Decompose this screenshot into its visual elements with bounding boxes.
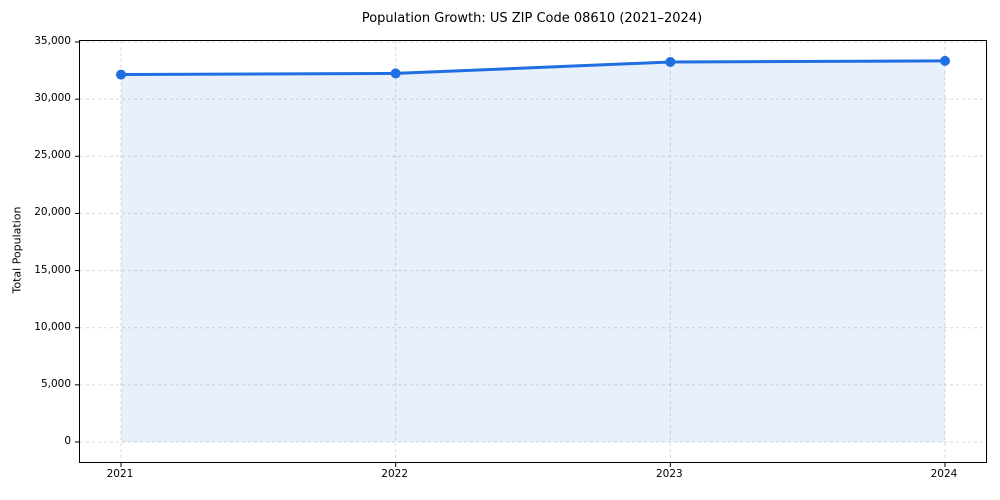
y-tick-label: 10,000 (34, 320, 71, 333)
data-point-marker (390, 68, 401, 79)
series-line (119, 59, 947, 77)
data-point-marker (665, 57, 676, 67)
x-tick-label: 2023 (655, 468, 683, 480)
x-tick-label: 2024 (930, 468, 958, 480)
data-point-marker (940, 55, 950, 66)
y-tick-label: 35,000 (34, 35, 71, 47)
x-tick-label: 2021 (106, 468, 134, 480)
y-tick-label: 15,000 (34, 263, 71, 276)
x-tick-label: 2022 (381, 468, 409, 480)
plot-svg (75, 41, 986, 467)
area-fill (121, 60, 945, 442)
y-tick-label: 30,000 (34, 92, 71, 105)
y-tick-label: 5,000 (40, 377, 71, 390)
data-point-marker (116, 69, 126, 80)
plot-area (75, 40, 987, 467)
y-axis-label: Total Population (10, 206, 24, 294)
y-tick-label: 20,000 (34, 206, 71, 219)
chart-title: Population Growth: US ZIP Code 08610 (20… (361, 11, 703, 26)
y-tick-label: 25,000 (34, 149, 71, 162)
y-tick-label: 0 (64, 435, 71, 447)
